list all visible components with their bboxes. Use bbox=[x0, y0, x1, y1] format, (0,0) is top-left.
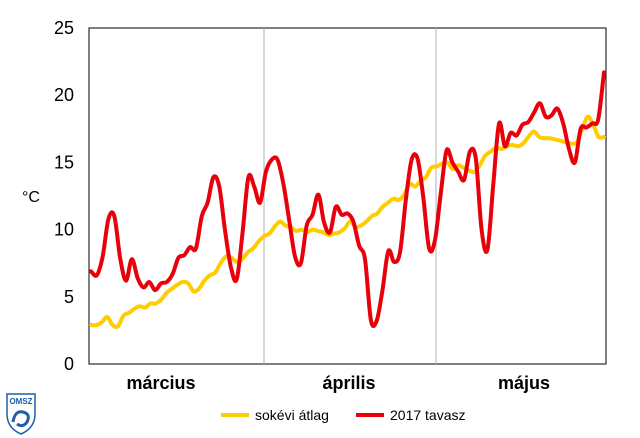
plot-area bbox=[88, 27, 607, 365]
series-line-average bbox=[89, 114, 606, 330]
month-label: március bbox=[126, 373, 195, 393]
omsz-shield-icon bbox=[6, 393, 36, 435]
legend-label: sokévi átlag bbox=[255, 407, 329, 423]
logo-swirl-icon bbox=[11, 410, 30, 428]
legend-label: 2017 tavasz bbox=[390, 407, 466, 423]
y-tick-label: 10 bbox=[54, 220, 74, 240]
logo-text: OMSZ bbox=[9, 397, 32, 406]
omsz-logo: OMSZ bbox=[6, 393, 36, 435]
y-tick-label: 20 bbox=[54, 85, 74, 105]
legend: sokévi átlag 2017 tavasz bbox=[221, 407, 466, 423]
series-lines bbox=[89, 70, 606, 330]
y-tick-label: 5 bbox=[64, 287, 74, 307]
y-tick-label: 15 bbox=[54, 152, 74, 172]
y-axis-ticks: 0 5 10 15 20 25 bbox=[54, 18, 74, 374]
month-gridlines bbox=[263, 28, 437, 364]
month-label: május bbox=[498, 373, 550, 393]
series-line-2017 bbox=[89, 70, 606, 329]
x-axis-month-labels: március április május bbox=[126, 373, 550, 393]
y-axis-label: °C bbox=[22, 189, 40, 206]
month-label: április bbox=[322, 373, 375, 393]
y-tick-label: 0 bbox=[64, 354, 74, 374]
y-tick-label: 25 bbox=[54, 18, 74, 38]
